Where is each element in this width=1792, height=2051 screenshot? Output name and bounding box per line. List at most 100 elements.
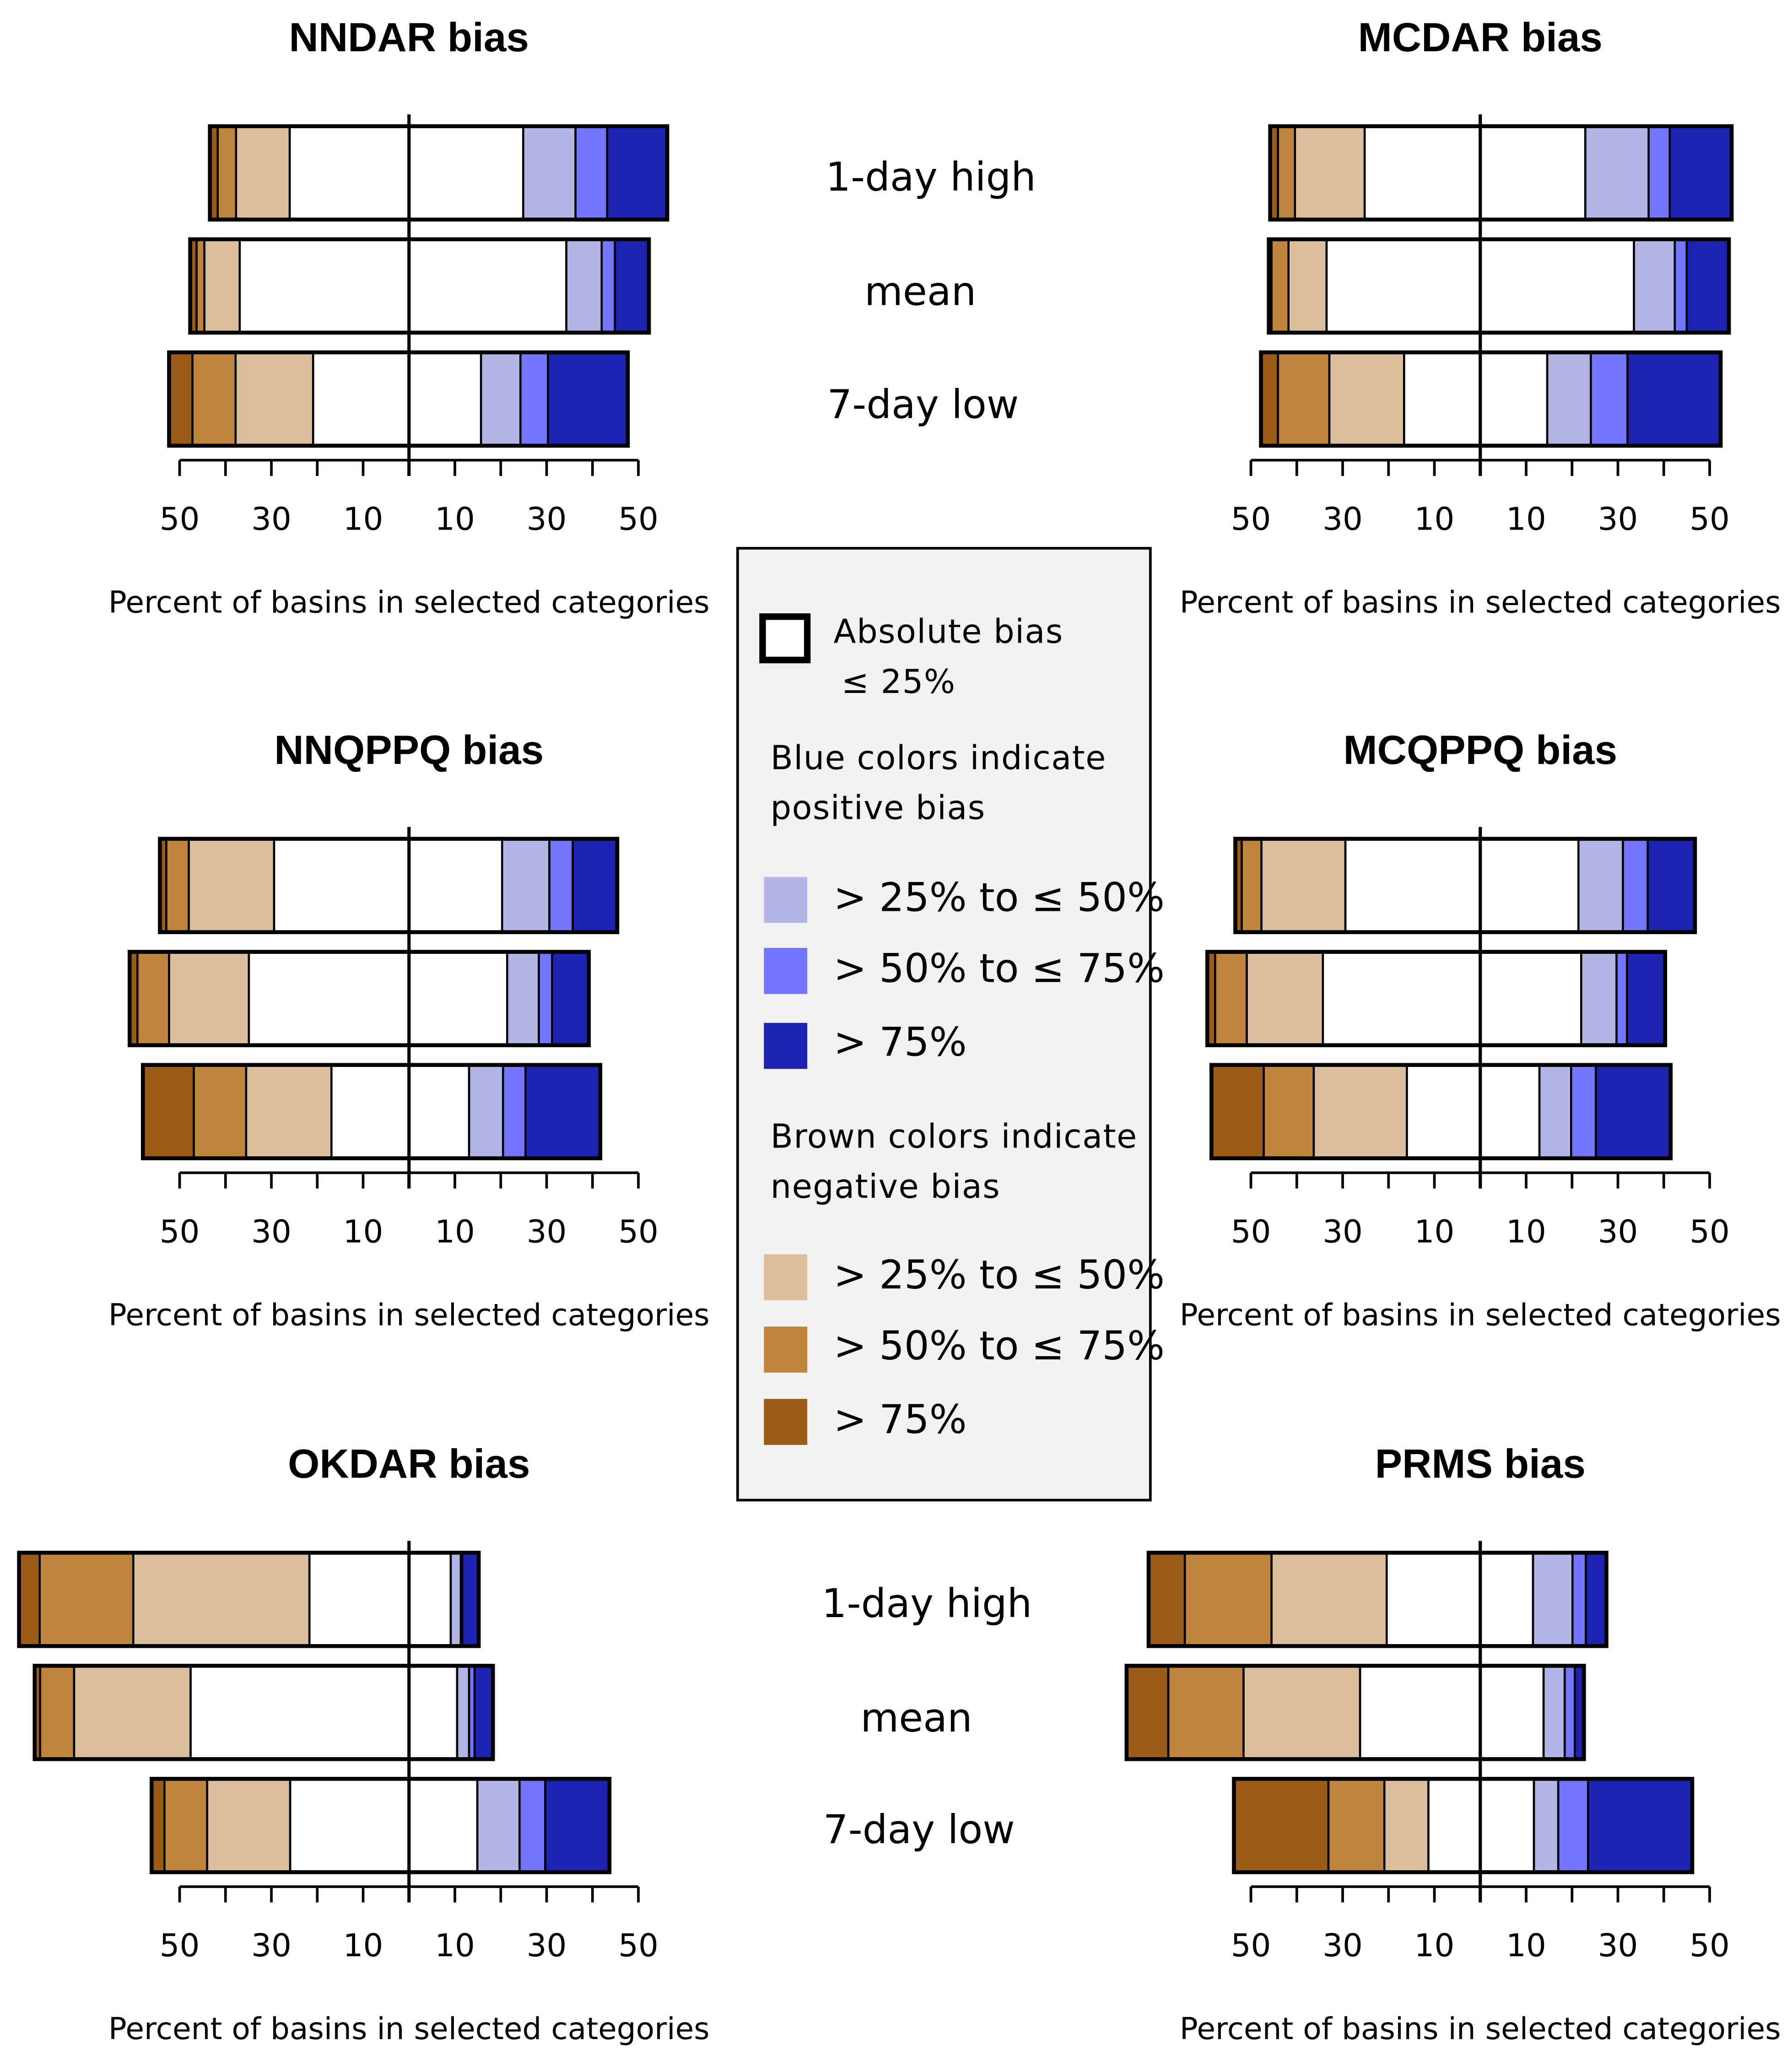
bar-segment-pos-gt75 bbox=[544, 1778, 611, 1873]
x-tick-label: 50 bbox=[160, 1927, 200, 1964]
legend-brown-heading-2: negative bias bbox=[771, 1167, 1000, 1206]
bar-segment-abs-le25-pos bbox=[1479, 1064, 1541, 1159]
bar-segment-pos-25-50 bbox=[501, 838, 551, 933]
x-axis-label: Percent of basins in selected categories bbox=[108, 2011, 710, 2046]
panel-title: NNQPPQ bias bbox=[274, 727, 544, 773]
bar-segment-neg-50-75 bbox=[216, 125, 237, 221]
bar-segment-neg-50-75 bbox=[191, 351, 237, 447]
legend-pos-gt75-label: > 75% bbox=[834, 1020, 967, 1066]
bar-mean bbox=[32, 1664, 495, 1761]
panel-mcdar-bias: MCDAR bias 50 30 10 10 30 50 Percent of basins … bbox=[1180, 14, 1781, 620]
x-tick-label: 10 bbox=[1414, 1927, 1455, 1964]
bar-segment-pos-50-75 bbox=[1590, 351, 1629, 447]
bar-segment-neg-50-75 bbox=[1263, 1064, 1315, 1159]
bar-segment-abs-le25-pos bbox=[1479, 951, 1582, 1046]
bar-segment-abs-le25-neg bbox=[1344, 838, 1482, 933]
bar-outline bbox=[167, 350, 630, 448]
bar-segment-neg-50-75 bbox=[38, 1552, 135, 1647]
bar-segment-abs-le25-neg bbox=[1325, 238, 1482, 334]
bar-segment-pos-25-50 bbox=[1633, 238, 1676, 334]
x-tick-label: 50 bbox=[160, 1213, 200, 1250]
bar-1-day-high bbox=[1268, 124, 1734, 222]
bar-segment-neg-25-50 bbox=[1287, 238, 1328, 334]
bar-1-day-high bbox=[1146, 1551, 1608, 1648]
bar-segment-abs-le25-pos bbox=[408, 1778, 479, 1873]
bar-segment-pos-gt75 bbox=[461, 1552, 480, 1647]
bar-outline bbox=[1146, 1551, 1608, 1648]
bar-segment-pos-gt75 bbox=[524, 1064, 602, 1159]
bar-segment-pos-25-50 bbox=[456, 1665, 470, 1760]
bar-segment-pos-25-50 bbox=[1532, 1552, 1574, 1647]
x-tick-label: 50 bbox=[618, 1927, 659, 1964]
bar-segment-abs-le25-pos bbox=[408, 125, 524, 221]
bar-segment-neg-50-75 bbox=[1214, 951, 1248, 1046]
x-tick-label: 50 bbox=[618, 1213, 659, 1250]
bar-segment-pos-gt75 bbox=[606, 125, 669, 221]
x-tick-label: 10 bbox=[1414, 501, 1455, 538]
bar-outline bbox=[1267, 237, 1731, 335]
bar-segment-neg-50-75 bbox=[1167, 1665, 1245, 1760]
bar-segment-pos-25-50 bbox=[1577, 838, 1624, 933]
bar-segment-pos-50-75 bbox=[1563, 1665, 1576, 1760]
bar-segment-pos-gt75 bbox=[1685, 238, 1730, 334]
bar-segment-pos-50-75 bbox=[600, 238, 616, 334]
bar-segment-abs-le25-neg bbox=[1385, 1552, 1482, 1647]
x-tick-label: 10 bbox=[1506, 1927, 1546, 1964]
bar-segment-neg-25-50 bbox=[234, 351, 314, 447]
bar-mean bbox=[1205, 950, 1668, 1047]
x-tick-label: 30 bbox=[251, 1213, 291, 1250]
bar-segment-neg-25-50 bbox=[1260, 838, 1347, 933]
bar-segment-pos-50-75 bbox=[538, 951, 553, 1046]
bar-segment-neg-50-75 bbox=[1241, 838, 1263, 933]
bar-segment-abs-le25-neg bbox=[1406, 1064, 1482, 1159]
legend-swatch-pos-gt75 bbox=[764, 1023, 808, 1069]
bar-1-day-high bbox=[17, 1551, 481, 1648]
bar-segment-neg-25-50 bbox=[73, 1665, 192, 1760]
bar-outline bbox=[1124, 1664, 1586, 1761]
bar-segment-neg-50-75 bbox=[39, 1665, 76, 1760]
bar-segment-abs-le25-pos bbox=[408, 238, 567, 334]
bar-segment-pos-50-75 bbox=[1622, 838, 1649, 933]
bar-mean bbox=[1267, 237, 1731, 335]
x-tick-label: 50 bbox=[1231, 1927, 1271, 1964]
bar-segment-neg-50-75 bbox=[1277, 351, 1331, 447]
bar-7-day-low bbox=[167, 350, 630, 448]
bar-mean bbox=[127, 950, 591, 1047]
bar-outline bbox=[17, 1551, 481, 1648]
bar-segment-pos-25-50 bbox=[480, 351, 522, 447]
x-tick-label: 30 bbox=[527, 1213, 567, 1250]
bar-segment-pos-25-50 bbox=[1538, 1064, 1572, 1159]
bar-segment-pos-25-50 bbox=[565, 238, 603, 334]
x-tick-label: 10 bbox=[435, 1213, 475, 1250]
bar-segment-pos-gt75 bbox=[473, 1665, 494, 1760]
panels: NNDAR bias 50 30 10 10 30 50 Percent of basins … bbox=[17, 14, 1781, 2046]
bar-segment-abs-le25-neg bbox=[312, 351, 410, 447]
bar-segment-neg-50-75 bbox=[1183, 1552, 1273, 1647]
bar-segment-abs-le25-pos bbox=[1479, 238, 1635, 334]
bar-segment-abs-le25-neg bbox=[308, 1552, 410, 1647]
bar-segment-pos-gt75 bbox=[1587, 1778, 1694, 1873]
bar-segment-abs-le25-neg bbox=[1322, 951, 1482, 1046]
x-axis-label: Percent of basins in selected categories bbox=[1180, 585, 1781, 620]
row-label-mean: mean bbox=[860, 1695, 972, 1741]
bar-outline bbox=[1232, 1777, 1695, 1874]
bar-segment-neg-25-50 bbox=[1246, 951, 1324, 1046]
panel-prms-bias: PRMS bias 50 30 10 10 30 50 Percent of basins i… bbox=[1124, 1441, 1781, 2046]
bar-segment-neg-25-50 bbox=[203, 238, 241, 334]
bar-segment-pos-25-50 bbox=[1580, 951, 1618, 1046]
bar-outline bbox=[1209, 1063, 1673, 1160]
bar-7-day-low bbox=[141, 1063, 603, 1160]
legend-blue-heading: Blue colors indicate bbox=[771, 738, 1107, 777]
bar-segment-pos-50-75 bbox=[502, 1064, 527, 1159]
x-tick-label: 10 bbox=[435, 1927, 475, 1964]
bar-mean bbox=[1124, 1664, 1586, 1761]
bar-outline bbox=[32, 1664, 495, 1761]
bar-segment-abs-le25-pos bbox=[1479, 838, 1580, 933]
bar-1-day-high bbox=[1233, 837, 1697, 934]
bar-segment-abs-le25-pos bbox=[408, 351, 482, 447]
bar-segment-abs-le25-neg bbox=[248, 951, 410, 1046]
bar-segment-pos-25-50 bbox=[522, 125, 577, 221]
x-tick-label: 10 bbox=[343, 1927, 383, 1964]
x-tick-label: 50 bbox=[1689, 1213, 1730, 1250]
bar-segment-pos-gt75 bbox=[547, 351, 629, 447]
